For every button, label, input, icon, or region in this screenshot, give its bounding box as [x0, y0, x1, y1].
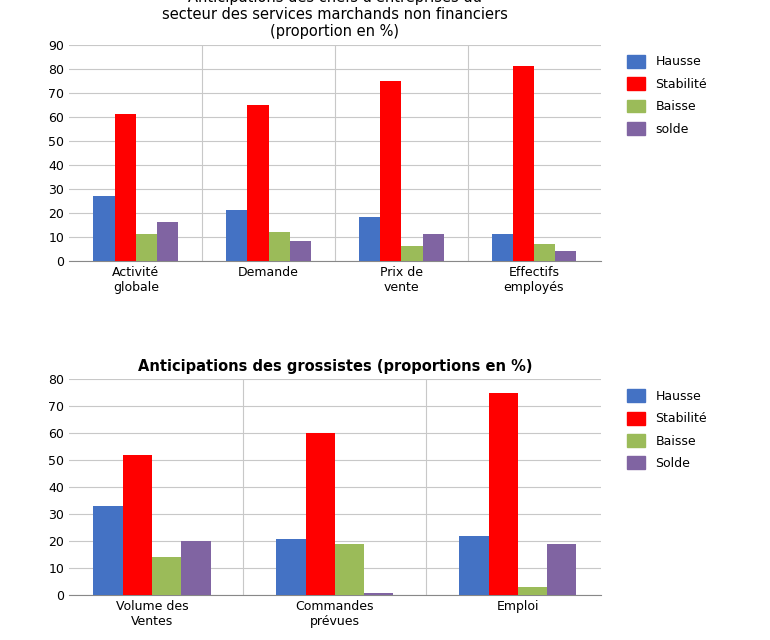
Bar [115, 115, 136, 260]
Bar [491, 234, 513, 260]
Bar [247, 105, 269, 260]
Bar [157, 222, 179, 260]
Bar [364, 593, 393, 595]
Bar [276, 538, 306, 595]
Bar [380, 81, 401, 260]
Bar [489, 393, 518, 595]
Bar [555, 251, 577, 260]
Bar [423, 234, 444, 260]
Bar [269, 232, 290, 260]
Bar [181, 541, 210, 595]
Bar [513, 67, 534, 260]
Bar [306, 433, 335, 595]
Bar [93, 506, 122, 595]
Bar [122, 455, 152, 595]
Bar [136, 234, 157, 260]
Bar [226, 211, 247, 260]
Bar [290, 241, 311, 260]
Legend: Hausse, Stabilité, Baisse, solde: Hausse, Stabilité, Baisse, solde [623, 51, 711, 140]
Bar [152, 557, 181, 595]
Bar [93, 196, 115, 260]
Bar [401, 246, 423, 260]
Bar [335, 544, 364, 595]
Title: Anticipations des grossistes (proportions en %): Anticipations des grossistes (proportion… [138, 359, 532, 374]
Bar [359, 218, 380, 260]
Title: Anticipations des chefs d'entreprises du
secteur des services marchands non fina: Anticipations des chefs d'entreprises du… [162, 0, 508, 40]
Bar [460, 536, 489, 595]
Bar [547, 544, 577, 595]
Legend: Hausse, Stabilité, Baisse, Solde: Hausse, Stabilité, Baisse, Solde [623, 386, 711, 474]
Bar [534, 244, 555, 260]
Bar [518, 587, 547, 595]
